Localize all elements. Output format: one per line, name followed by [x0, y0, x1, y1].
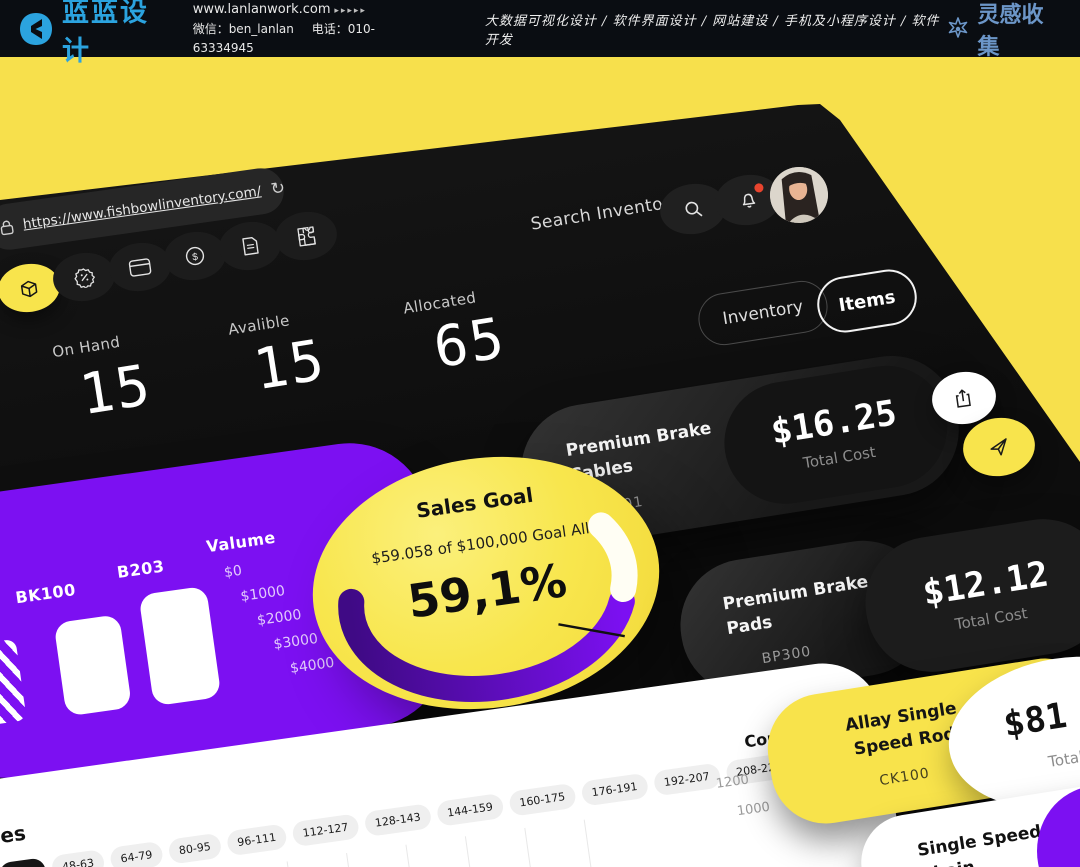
send-icon	[988, 436, 1011, 459]
package-icon	[17, 277, 42, 300]
bell-icon	[737, 189, 759, 211]
invoice-icon	[240, 235, 260, 257]
product-price: $16.25	[768, 393, 900, 453]
volume-tick: $0	[223, 562, 244, 582]
range-pill-row: 48-63 64-79 80-95 96-111 112-127 128-143…	[0, 752, 794, 867]
chart-label-fragment: es	[0, 820, 28, 848]
price-label: Total Cost	[801, 442, 877, 473]
price-label: Total	[1046, 747, 1080, 771]
puzzle-icon	[294, 224, 318, 248]
brand-name: 蓝蓝设计	[62, 0, 149, 67]
product-sku: CK100	[878, 765, 931, 790]
website-url: www.lanlanwork.com	[192, 1, 331, 17]
range-pill[interactable]: 192-207	[652, 762, 722, 797]
dollar-coin-icon: $	[184, 245, 207, 268]
product-price: $12.12	[920, 554, 1052, 614]
range-pill[interactable]: 48-63	[50, 849, 106, 867]
nav-inventory-button[interactable]	[0, 259, 64, 317]
arrows-decoration: ▸▸▸▸▸	[334, 5, 367, 16]
browser-url-bar[interactable]: https://www.fishbowlinventory.com/ ↻	[0, 165, 287, 253]
notifications-button[interactable]	[711, 170, 785, 230]
stat-avalible-value: 15	[249, 327, 331, 404]
range-pill-selected[interactable]	[0, 857, 48, 867]
range-pill[interactable]: 144-159	[435, 792, 505, 827]
user-avatar[interactable]	[766, 163, 832, 227]
stat-allocated-value: 65	[429, 305, 511, 382]
credit-card-icon	[128, 257, 152, 277]
range-pill[interactable]: 96-111	[225, 823, 288, 857]
nav-discounts-button[interactable]	[49, 248, 119, 306]
bar-hatched	[0, 638, 27, 727]
site-header: 蓝蓝设计 www.lanlanwork.com ▸▸▸▸▸ 微信：ben_lan…	[0, 0, 1080, 67]
export-button[interactable]	[928, 367, 1000, 429]
discount-badge-icon	[72, 265, 96, 289]
contact-block: www.lanlanwork.com ▸▸▸▸▸ 微信：ben_lanlan 电…	[193, 0, 425, 57]
sales-goal-widget[interactable]: Sales Goal $59.058 of $100,000 Goal All …	[296, 435, 676, 731]
refresh-icon[interactable]: ↻	[269, 178, 287, 200]
nav-finance-button[interactable]: $	[160, 227, 230, 285]
send-button[interactable]	[959, 413, 1039, 481]
share-icon	[954, 387, 975, 409]
collect-label: 灵感收集	[977, 1, 1044, 60]
volume-series-label: B203	[115, 556, 166, 582]
count-tick: 1200	[715, 772, 750, 792]
bar-b203	[138, 585, 222, 707]
volume-tick: $1000	[239, 582, 286, 605]
svg-text:$: $	[192, 252, 199, 264]
range-pill[interactable]: 64-79	[109, 840, 164, 867]
lanlan-logo-icon	[18, 11, 54, 47]
inspiration-collect-button[interactable]: 灵感收集	[945, 0, 1060, 61]
nav-payments-button[interactable]	[105, 238, 175, 296]
notification-dot	[753, 182, 764, 193]
nav-invoices-button[interactable]	[215, 217, 285, 275]
range-pill[interactable]: 128-143	[363, 803, 433, 838]
bar-bk100	[53, 614, 133, 717]
product-name: Premium Brake Pads	[721, 571, 870, 639]
range-pill[interactable]: 80-95	[167, 832, 223, 865]
volume-axis-title: Valume	[205, 527, 277, 557]
sales-goal-arc	[338, 512, 638, 703]
volume-tick: $2000	[256, 606, 303, 629]
sparkle-icon	[945, 16, 971, 42]
nav-integrations-button[interactable]	[271, 207, 341, 265]
lock-icon	[0, 219, 14, 236]
logo[interactable]: 蓝蓝设计	[18, 0, 171, 68]
volume-series-label: BK100	[14, 580, 77, 608]
search-button[interactable]	[656, 179, 730, 239]
range-pill[interactable]: 176-191	[580, 772, 649, 807]
search-icon	[682, 198, 703, 219]
wechat-id: 微信：ben_lanlan	[192, 21, 294, 36]
volume-tick: $3000	[272, 630, 319, 653]
product-price: $81	[1000, 695, 1070, 746]
services-list: 大数据可视化设计 / 软件界面设计 / 网站建设 / 手机及小程序设计 / 软件…	[484, 13, 940, 48]
count-tick: 1000	[736, 799, 771, 820]
product-sku: BP300	[760, 643, 813, 668]
range-pill[interactable]: 160-175	[507, 782, 577, 817]
phone-number: 电话：010-63334945	[192, 21, 375, 55]
price-label: Total Cost	[953, 603, 1029, 633]
stat-onhand-value: 15	[75, 352, 157, 429]
range-pill[interactable]: 112-127	[291, 813, 360, 848]
